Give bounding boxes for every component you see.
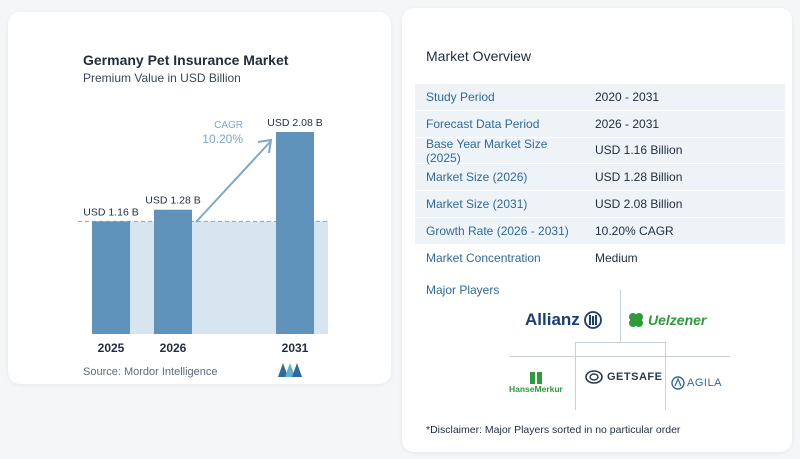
grid-divider (575, 342, 665, 343)
overview-row: Market Concentration Medium (415, 245, 785, 272)
major-players-grid: Allianz Uelzener HanseMerkur GETSAFE (505, 290, 735, 410)
overview-row: Growth Rate (2026 - 2031) 10.20% CAGR (415, 217, 785, 245)
allianz-eagle-icon (583, 311, 602, 329)
x-tick-label: 2031 (282, 341, 309, 355)
cagr-value: 10.20% (202, 132, 243, 146)
player-name: Uelzener (648, 312, 707, 328)
grid-divider (510, 356, 730, 357)
overview-label: Market Size (2031) (426, 197, 528, 212)
source-note: Source: Mordor Intelligence (83, 366, 218, 378)
overview-row: Forecast Data Period 2026 - 2031 (415, 110, 785, 138)
player-getsafe-logo: GETSAFE (585, 370, 662, 384)
chart-title: Germany Pet Insurance Market (83, 52, 289, 68)
disclaimer-note: *Disclaimer: Major Players sorted in no … (426, 424, 681, 436)
x-tick-label: 2025 (98, 341, 125, 355)
overview-label: Study Period (426, 89, 495, 104)
overview-title: Market Overview (426, 48, 532, 64)
overview-label: Market Concentration (426, 250, 541, 265)
overview-row: Study Period 2020 - 2031 (415, 84, 785, 111)
overview-value: 10.20% CAGR (595, 223, 674, 238)
mordor-logo-icon (278, 363, 302, 377)
player-uelzener-logo: Uelzener (628, 312, 706, 328)
overview-row: Market Size (2026) USD 1.28 Billion (415, 164, 785, 192)
grid-divider (620, 290, 621, 342)
overview-label: Market Size (2026) (426, 170, 528, 185)
overview-value: USD 1.28 Billion (595, 170, 683, 185)
overview-value: 2026 - 2031 (595, 116, 660, 131)
player-hansemerkur-logo: HanseMerkur (509, 370, 563, 394)
overview-row: Market Size (2031) USD 2.08 Billion (415, 191, 785, 218)
chart-subtitle: Premium Value in USD Billion (83, 71, 241, 85)
data-label: USD 1.28 B (145, 195, 200, 207)
player-agila-logo: AGILA (671, 376, 722, 390)
data-label: USD 2.08 B (267, 117, 322, 129)
player-allianz-logo: Allianz (525, 310, 602, 330)
bar (154, 209, 192, 334)
bar (92, 221, 130, 334)
cagr-label: CAGR (214, 120, 243, 131)
overview-value: USD 1.16 Billion (595, 143, 683, 158)
cagr-arrow (195, 141, 271, 223)
hansemerkur-figures-icon (529, 372, 542, 384)
overview-value: 2020 - 2031 (595, 89, 660, 104)
overview-value: Medium (595, 250, 638, 265)
major-players-title: Major Players (426, 283, 500, 297)
x-tick-label: 2026 (160, 341, 187, 355)
data-label: USD 1.16 B (83, 206, 138, 218)
player-name: GETSAFE (607, 371, 663, 383)
player-name: AGILA (687, 377, 722, 389)
grid-divider (575, 342, 576, 410)
overview-value: USD 2.08 Billion (595, 197, 683, 212)
player-name: HanseMerkur (509, 384, 563, 394)
uelzener-clover-icon (629, 313, 643, 327)
bar-chart: USD 1.16 B 2025 USD 1.28 B 2026 USD 2.08 B 20… (78, 117, 330, 355)
bar (276, 132, 314, 334)
overview-table: Study Period 2020 - 2031 Forecast Data Pe… (415, 84, 785, 272)
player-name: Allianz (525, 310, 580, 329)
getsafe-shield-icon (585, 370, 603, 384)
cagr-arrow-head (257, 138, 273, 154)
overview-row: Base Year Market Size (2025) USD 1.16 Bil… (415, 136, 785, 165)
overview-label: Growth Rate (2026 - 2031) (426, 223, 569, 238)
agila-circle-icon (671, 376, 685, 390)
overview-label: Base Year Market Size (2025) (426, 136, 548, 165)
grid-divider (665, 342, 666, 410)
overview-label: Forecast Data Period (426, 116, 540, 131)
